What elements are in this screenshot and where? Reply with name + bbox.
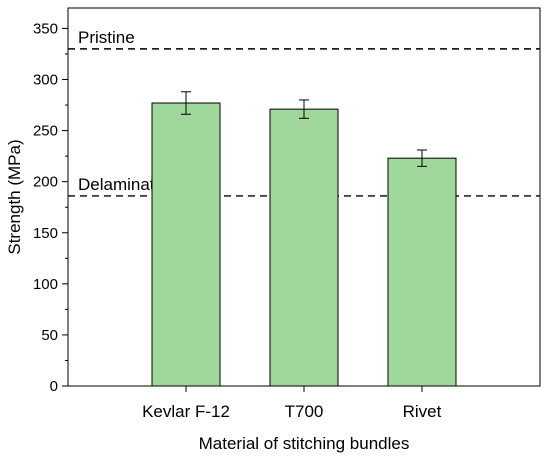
y-tick-label: 100	[33, 276, 58, 293]
x-axis-title: Material of stitching bundles	[199, 434, 410, 453]
x-tick-label: Kevlar F-12	[142, 402, 230, 421]
x-tick-label: Rivet	[403, 402, 442, 421]
y-tick-label: 350	[33, 20, 58, 37]
y-tick-label: 200	[33, 174, 58, 191]
reference-lines: Pristine Delaminated	[68, 28, 540, 197]
x-tick-label: T700	[285, 402, 324, 421]
y-axis: 0 50 100 150 200 250 300 350	[33, 20, 68, 395]
bar	[269, 108, 339, 387]
y-tick-label: 0	[50, 378, 58, 395]
y-axis-title: Strength (MPa)	[5, 139, 24, 254]
reference-line-label: Pristine	[78, 28, 135, 47]
reference-line-label: Delaminated	[78, 175, 173, 194]
y-tick-label: 50	[41, 327, 58, 344]
x-axis: Kevlar F-12 T700 Rivet	[142, 386, 442, 421]
y-tick-label: 300	[33, 72, 58, 89]
y-tick-label: 150	[33, 225, 58, 242]
bar	[387, 157, 457, 387]
bars	[151, 91, 457, 387]
bar	[151, 102, 221, 387]
y-tick-label: 250	[33, 123, 58, 140]
